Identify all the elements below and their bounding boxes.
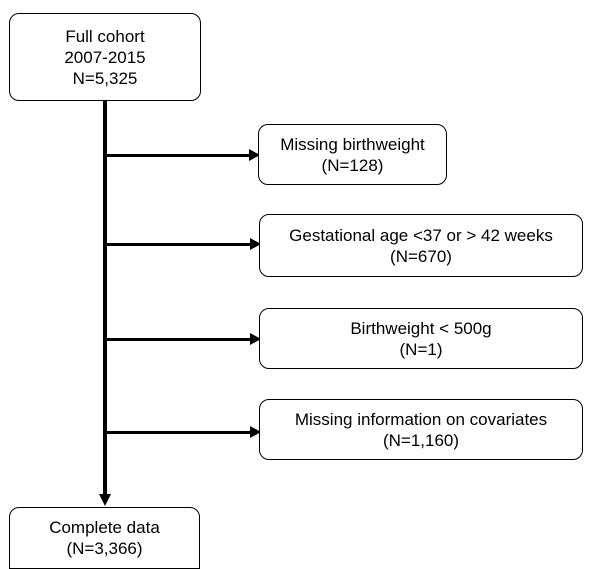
complete-data-label: Complete data: [49, 518, 160, 537]
exclusion-2-box: Gestational age <37 or > 42 weeks (N=670…: [259, 214, 583, 277]
exclusion-4-arrowhead: [250, 426, 261, 438]
full-cohort-years: 2007-2015: [64, 47, 146, 67]
exclusion-1-count: (N=128): [321, 155, 384, 175]
full-cohort-label: Full cohort: [65, 26, 145, 46]
exclusion-3-arrowhead: [250, 333, 261, 345]
full-cohort-count: N=5,325: [72, 68, 138, 88]
main-flow-line: [103, 100, 107, 496]
exclusion-3-box: Birthweight < 500g (N=1): [259, 308, 583, 369]
complete-data-count: (N=3,366): [66, 539, 143, 558]
full-cohort-box: Full cohort 2007-2015 N=5,325: [9, 13, 201, 101]
exclusion-1-connector: [105, 154, 251, 157]
exclusion-4-label: Missing information on covariates: [294, 409, 548, 429]
exclusion-1-label: Missing birthweight: [280, 134, 425, 154]
exclusion-2-label: Gestational age <37 or > 42 weeks: [289, 225, 553, 245]
exclusion-4-count: (N=1,160): [382, 430, 460, 450]
exclusion-4-box: Missing information on covariates (N=1,1…: [259, 399, 583, 460]
main-flow-arrowhead: [99, 494, 111, 506]
exclusion-2-count: (N=670): [390, 246, 452, 266]
exclusion-3-connector: [105, 338, 252, 341]
complete-data-box: Complete data (N=3,366): [9, 507, 200, 569]
exclusion-4-connector: [105, 431, 252, 434]
exclusion-3-label: Birthweight < 500g: [350, 318, 492, 338]
exclusion-1-box: Missing birthweight (N=128): [258, 124, 447, 185]
exclusion-1-arrowhead: [249, 149, 260, 161]
exclusion-2-arrowhead: [250, 238, 261, 250]
exclusion-2-connector: [105, 243, 252, 246]
exclusion-3-count: (N=1): [399, 339, 443, 359]
